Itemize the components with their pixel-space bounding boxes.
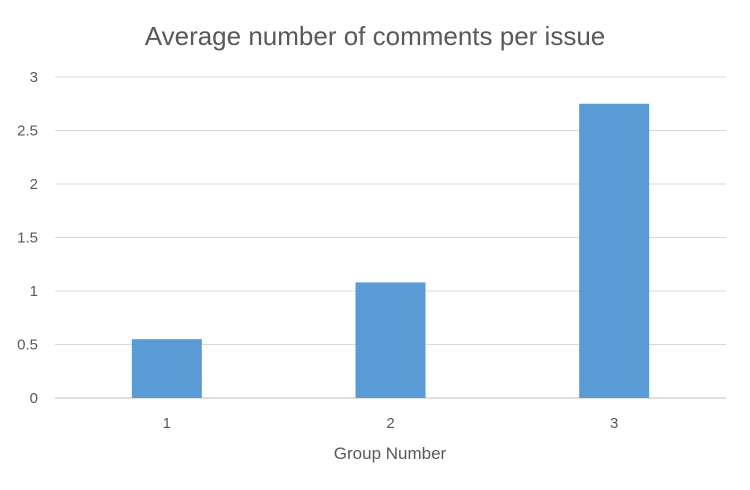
- y-tick-label: 1: [30, 283, 38, 300]
- bar-group-2: [355, 282, 426, 398]
- bar-group-3: [579, 103, 650, 398]
- y-tick-label: 2: [30, 176, 38, 193]
- y-tick-label: 3: [30, 69, 38, 86]
- chart-title: Average number of comments per issue: [145, 21, 606, 51]
- x-tick-label: 3: [610, 415, 618, 432]
- x-tick-label: 2: [386, 415, 394, 432]
- x-tick-label: 1: [163, 415, 171, 432]
- x-axis-ticks: 1 2 3: [163, 415, 619, 432]
- y-tick-label: 0.5: [17, 337, 38, 354]
- y-axis-ticks: 0 0.5 1 1.5 2 2.5 3: [17, 69, 38, 407]
- y-tick-label: 0: [30, 390, 38, 407]
- x-axis-label: Group Number: [334, 444, 447, 463]
- y-tick-label: 1.5: [17, 230, 38, 247]
- y-tick-label: 2.5: [17, 123, 38, 140]
- bars: [131, 103, 650, 398]
- bar-group-1: [131, 339, 202, 398]
